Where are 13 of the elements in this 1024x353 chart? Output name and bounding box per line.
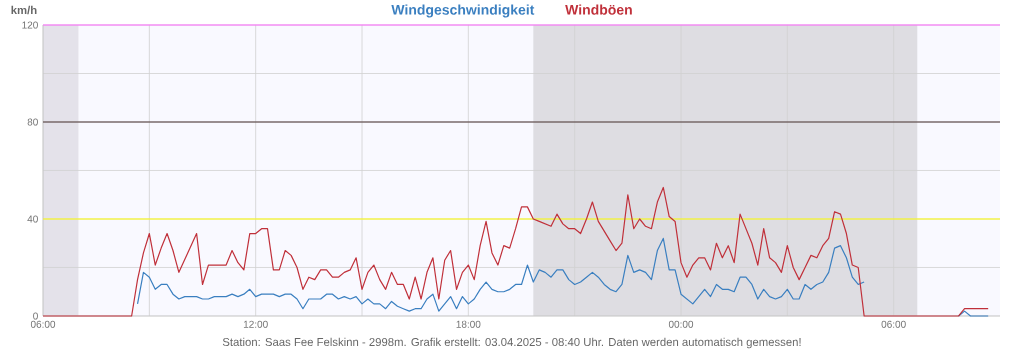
text: Station: Saas Fee Felskinn - 2998m. Grafik erstellt: 03.04.2025 - 08:40 Uhr. Daten werden automatisch gemessen! (222, 337, 801, 349)
x-tick-label: 06:00 (30, 320, 56, 328)
text: Windgeschwindigkeit (391, 4, 535, 18)
y-tick-label: 40 (27, 215, 38, 223)
y-tick-label: 80 (27, 118, 38, 126)
y-axis-title: km/h (11, 5, 37, 15)
x-tick-label: 00:00 (668, 320, 694, 328)
x-tick-label: 12:00 (243, 320, 268, 328)
x-tick-label: 18:00 (456, 320, 481, 328)
y-tick-label: 0 (33, 312, 38, 320)
x-tick-label: 06:00 (881, 320, 906, 328)
text: Windböen (565, 4, 632, 15)
y-tick-label: 120 (22, 21, 38, 29)
